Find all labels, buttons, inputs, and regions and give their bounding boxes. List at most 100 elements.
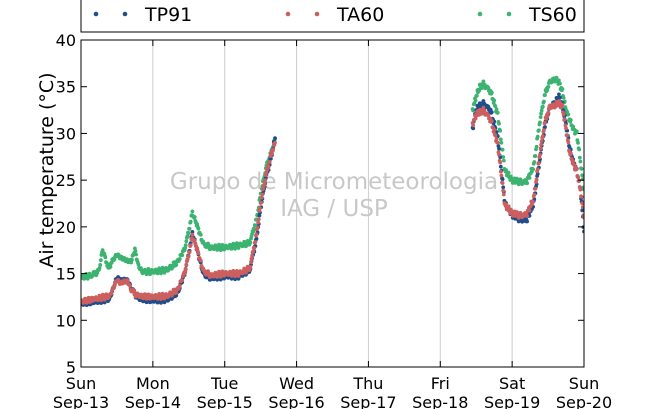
legend-marker xyxy=(122,11,128,17)
data-point xyxy=(576,141,580,145)
data-point xyxy=(177,257,182,261)
data-point xyxy=(579,167,584,171)
data-point xyxy=(578,159,583,164)
x-tick-label-day: Sat xyxy=(499,374,525,393)
data-point xyxy=(494,107,499,112)
data-point xyxy=(571,159,576,164)
data-point xyxy=(499,173,504,178)
data-point xyxy=(266,165,271,170)
data-point xyxy=(187,250,192,255)
data-point xyxy=(493,104,498,109)
x-tick-label-day: Fri xyxy=(431,374,450,393)
data-point xyxy=(489,119,494,123)
data-point xyxy=(273,136,277,141)
data-point xyxy=(481,99,486,103)
data-point xyxy=(501,185,506,190)
x-tick-label-date: Sep-13 xyxy=(53,393,109,409)
data-point xyxy=(566,112,571,117)
data-point xyxy=(533,154,538,158)
data-point xyxy=(250,253,255,258)
data-point xyxy=(538,120,542,125)
watermark-text: Grupo de Micrometeorologia xyxy=(170,169,498,195)
data-point xyxy=(186,254,191,259)
data-point xyxy=(267,160,272,164)
data-point xyxy=(479,86,484,90)
data-point xyxy=(531,200,535,204)
data-point xyxy=(561,112,566,117)
data-point xyxy=(577,178,582,183)
data-point xyxy=(494,137,499,141)
data-point xyxy=(540,104,545,109)
data-point xyxy=(576,175,580,180)
data-point xyxy=(525,219,529,224)
data-point xyxy=(185,234,190,239)
data-point xyxy=(564,126,568,131)
data-point xyxy=(504,168,509,173)
y-tick-label: 35 xyxy=(56,78,76,97)
data-point xyxy=(500,177,505,182)
data-point xyxy=(580,208,584,213)
data-point xyxy=(474,93,479,98)
data-point xyxy=(471,126,476,131)
data-point xyxy=(180,278,185,283)
data-point xyxy=(481,105,486,110)
data-point xyxy=(190,209,195,214)
grid-lines xyxy=(152,40,513,367)
data-point xyxy=(579,195,584,199)
legend-marker xyxy=(506,11,512,17)
data-point xyxy=(539,142,543,147)
data-point xyxy=(196,226,201,231)
data-point xyxy=(489,90,494,95)
legend-label: TA60 xyxy=(336,4,384,26)
x-tick-label-day: Wed xyxy=(279,374,314,393)
plot-frame xyxy=(80,39,585,368)
y-tick-label: 30 xyxy=(56,124,76,143)
data-point xyxy=(259,195,264,200)
data-point xyxy=(190,232,195,237)
data-point xyxy=(198,232,203,237)
x-tick-label-day: Thu xyxy=(352,374,383,393)
legend-label: TS60 xyxy=(528,4,577,26)
data-point xyxy=(134,252,139,257)
x-tick-label-date: Sep-18 xyxy=(412,393,468,409)
data-point xyxy=(538,146,543,151)
data-point xyxy=(495,140,500,145)
data-point xyxy=(557,92,561,97)
data-point xyxy=(477,88,482,93)
data-point xyxy=(565,133,570,138)
y-tick-label: 10 xyxy=(56,311,76,330)
data-point xyxy=(254,236,259,241)
data-point xyxy=(253,240,258,244)
data-point xyxy=(566,140,571,145)
legend-marker xyxy=(314,11,320,17)
y-tick-label: 20 xyxy=(56,218,76,237)
x-tick-label-day: Mon xyxy=(136,374,170,393)
data-point xyxy=(248,265,253,269)
data-point xyxy=(543,120,547,125)
x-tick-label-day: Sun xyxy=(569,374,599,393)
data-point xyxy=(540,134,545,139)
data-point xyxy=(271,147,276,152)
legend-marker xyxy=(477,11,483,17)
data-point xyxy=(481,79,486,84)
data-point xyxy=(578,187,583,192)
data-point xyxy=(533,186,538,191)
data-point xyxy=(471,108,476,113)
data-point xyxy=(136,262,141,267)
data-point xyxy=(256,217,261,222)
data-point xyxy=(264,170,269,174)
data-point xyxy=(498,137,503,142)
data-point xyxy=(251,249,256,254)
data-point xyxy=(497,152,501,157)
y-axis-label: Air temperature (°C) xyxy=(36,72,58,267)
data-point xyxy=(273,140,277,145)
x-tick-label-date: Sep-16 xyxy=(268,393,324,409)
data-point xyxy=(108,265,113,269)
data-point xyxy=(495,110,500,115)
y-tick-label: 5 xyxy=(66,358,76,377)
data-point xyxy=(525,214,529,218)
data-point xyxy=(501,188,506,193)
y-tick-label: 25 xyxy=(56,171,76,190)
data-point xyxy=(537,128,541,133)
